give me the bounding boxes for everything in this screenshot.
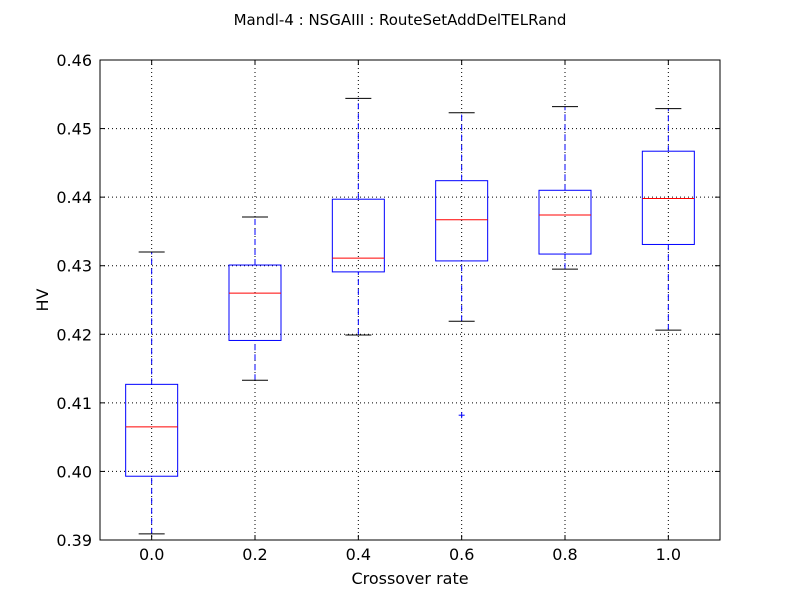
- box-item: [641, 108, 695, 331]
- y-tick-label: 0.39: [56, 531, 92, 550]
- x-tick-label: 0.8: [552, 545, 577, 564]
- box-iqr: [435, 180, 489, 262]
- box-item: [125, 251, 179, 535]
- y-tick-label: 0.45: [56, 120, 92, 139]
- x-tick-label: 0.6: [449, 545, 474, 564]
- x-tick-label: 1.0: [656, 545, 681, 564]
- x-tick-label: 0.0: [139, 545, 164, 564]
- box-iqr: [538, 189, 592, 255]
- box-iqr: [641, 150, 695, 245]
- box-iqr: [331, 198, 385, 273]
- y-tick-label: 0.44: [56, 188, 92, 207]
- outlier-point: [458, 412, 465, 419]
- x-axis-ticks: 0.0 0.2 0.4 0.6 0.8 1.0: [139, 60, 681, 564]
- plot-frame: [99, 59, 721, 541]
- y-tick-label: 0.40: [56, 462, 92, 481]
- box-item: [435, 112, 489, 419]
- grid-lines: [100, 60, 720, 540]
- y-axis-ticks: 0.39 0.40 0.41 0.42 0.43 0.44 0.45 0.46: [56, 51, 720, 550]
- box-item: [331, 97, 385, 336]
- box-item: [538, 106, 592, 270]
- x-tick-label: 0.2: [242, 545, 267, 564]
- x-tick-label: 0.4: [346, 545, 371, 564]
- y-tick-label: 0.43: [56, 257, 92, 276]
- chart-title: Mandl-4 : NSGAIII : RouteSetAddDelTELRan…: [234, 11, 567, 29]
- box-iqr: [125, 383, 179, 477]
- y-tick-label: 0.42: [56, 325, 92, 344]
- box-iqr: [228, 264, 282, 341]
- box-item: [228, 216, 282, 381]
- box-series: [125, 97, 695, 535]
- y-tick-label: 0.46: [56, 51, 92, 70]
- x-axis-label: Crossover rate: [351, 569, 468, 588]
- y-axis-label: HV: [33, 288, 52, 311]
- y-tick-label: 0.41: [56, 394, 92, 413]
